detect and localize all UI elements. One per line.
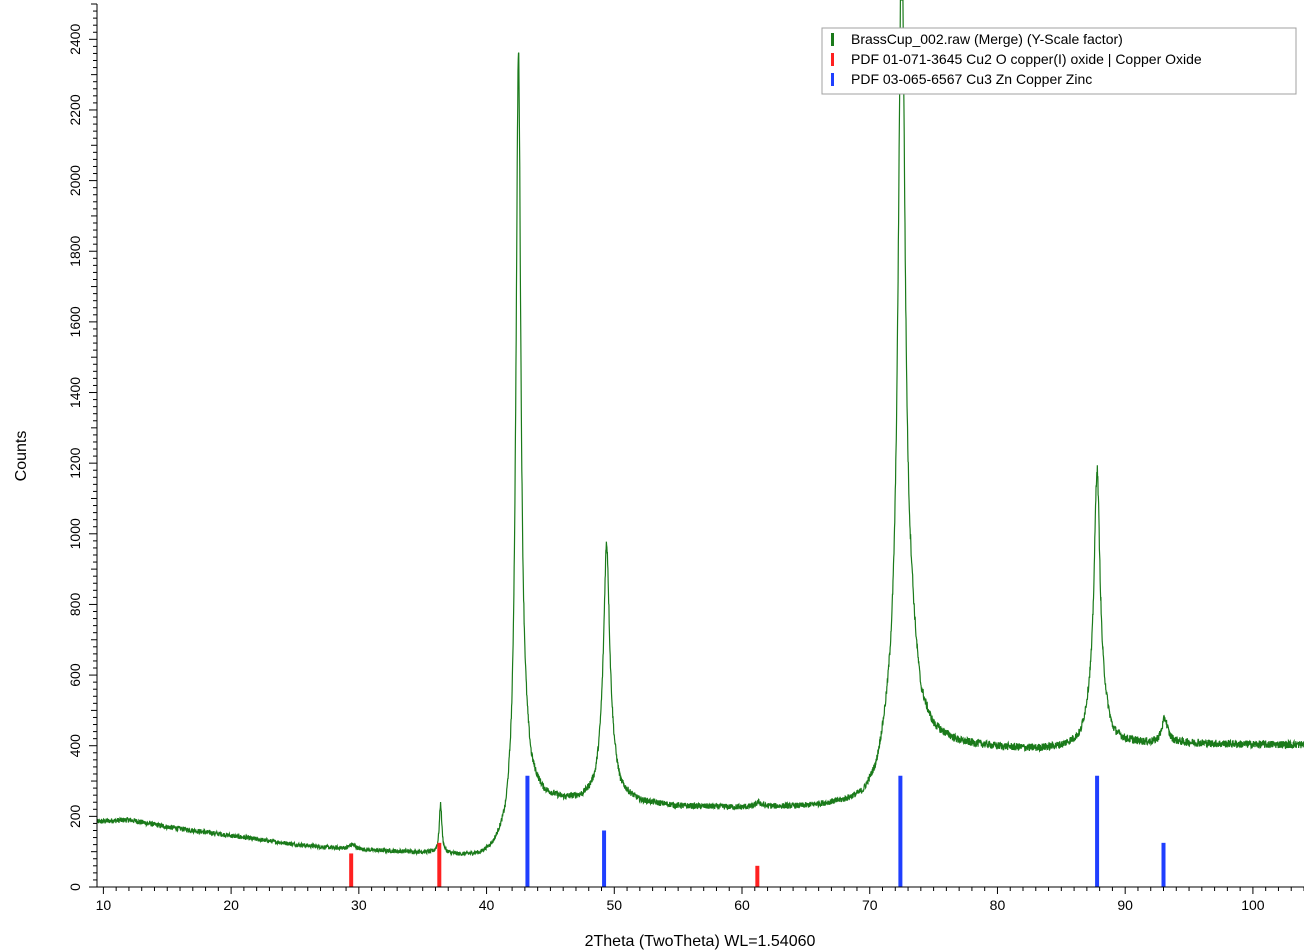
x-tick-label: 30	[351, 897, 367, 913]
stick-cu3zn	[1161, 842, 1166, 887]
series-line-brasscup	[96, 0, 1304, 857]
legend: BrassCup_002.raw (Merge) (Y-Scale factor…	[821, 27, 1297, 95]
x-tick-label: 90	[1117, 897, 1133, 913]
legend-box	[821, 27, 1297, 95]
x-tick-label: 10	[96, 897, 112, 913]
plot-area	[96, 0, 1304, 887]
legend-marker-cu3zn	[831, 73, 834, 86]
y-tick-label: 2000	[67, 165, 83, 196]
y-tick-label: 400	[67, 734, 83, 758]
x-tick-label: 70	[862, 897, 878, 913]
legend-marker-brasscup	[831, 33, 834, 46]
x-axis-title: 2Theta (TwoTheta) WL=1.54060	[585, 933, 816, 950]
y-tick-label: 1400	[67, 377, 83, 408]
x-tick-label: 80	[990, 897, 1006, 913]
y-tick-label: 2400	[67, 24, 83, 55]
stick-cu2o	[349, 853, 354, 887]
y-ticks: 0 200 400 600 800 1000 1200 1400 1600 1800 2000 220…	[67, 3, 97, 891]
legend-label-brasscup: BrassCup_002.raw (Merge) (Y-Scale factor…	[851, 31, 1123, 47]
x-tick-label: 50	[606, 897, 622, 913]
y-tick-label: 1600	[67, 306, 83, 337]
reference-sticks	[349, 775, 1166, 887]
axes: 10 20 30 40 50 60 70 80 90 100 0 200 400 600 800 1000 1…	[67, 3, 1304, 913]
stick-cu2o	[755, 865, 760, 887]
x-tick-label: 100	[1241, 897, 1265, 913]
x-tick-label: 60	[734, 897, 750, 913]
y-tick-label: 200	[67, 804, 83, 828]
y-tick-label: 2200	[67, 94, 83, 125]
y-tick-label: 1200	[67, 447, 83, 478]
stick-cu3zn	[602, 830, 607, 887]
y-tick-label: 600	[67, 663, 83, 687]
y-axis-title: Counts	[13, 431, 30, 482]
legend-label-cu2o: PDF 01-071-3645 Cu2 O copper(I) oxide | …	[851, 51, 1202, 67]
legend-marker-cu2o	[831, 53, 834, 66]
legend-label-cu3zn: PDF 03-065-6567 Cu3 Zn Copper Zinc	[851, 71, 1092, 87]
stick-cu3zn	[898, 775, 903, 887]
x-tick-label: 20	[223, 897, 239, 913]
x-ticks: 10 20 30 40 50 60 70 80 90 100	[96, 887, 1304, 913]
y-tick-label: 0	[67, 883, 83, 891]
y-tick-label: 1000	[67, 518, 83, 549]
stick-cu2o	[437, 842, 442, 887]
x-tick-label: 40	[479, 897, 495, 913]
y-tick-label: 800	[67, 593, 83, 617]
stick-cu3zn	[1095, 775, 1100, 887]
stick-cu3zn	[525, 775, 530, 887]
y-tick-label: 1800	[67, 235, 83, 266]
